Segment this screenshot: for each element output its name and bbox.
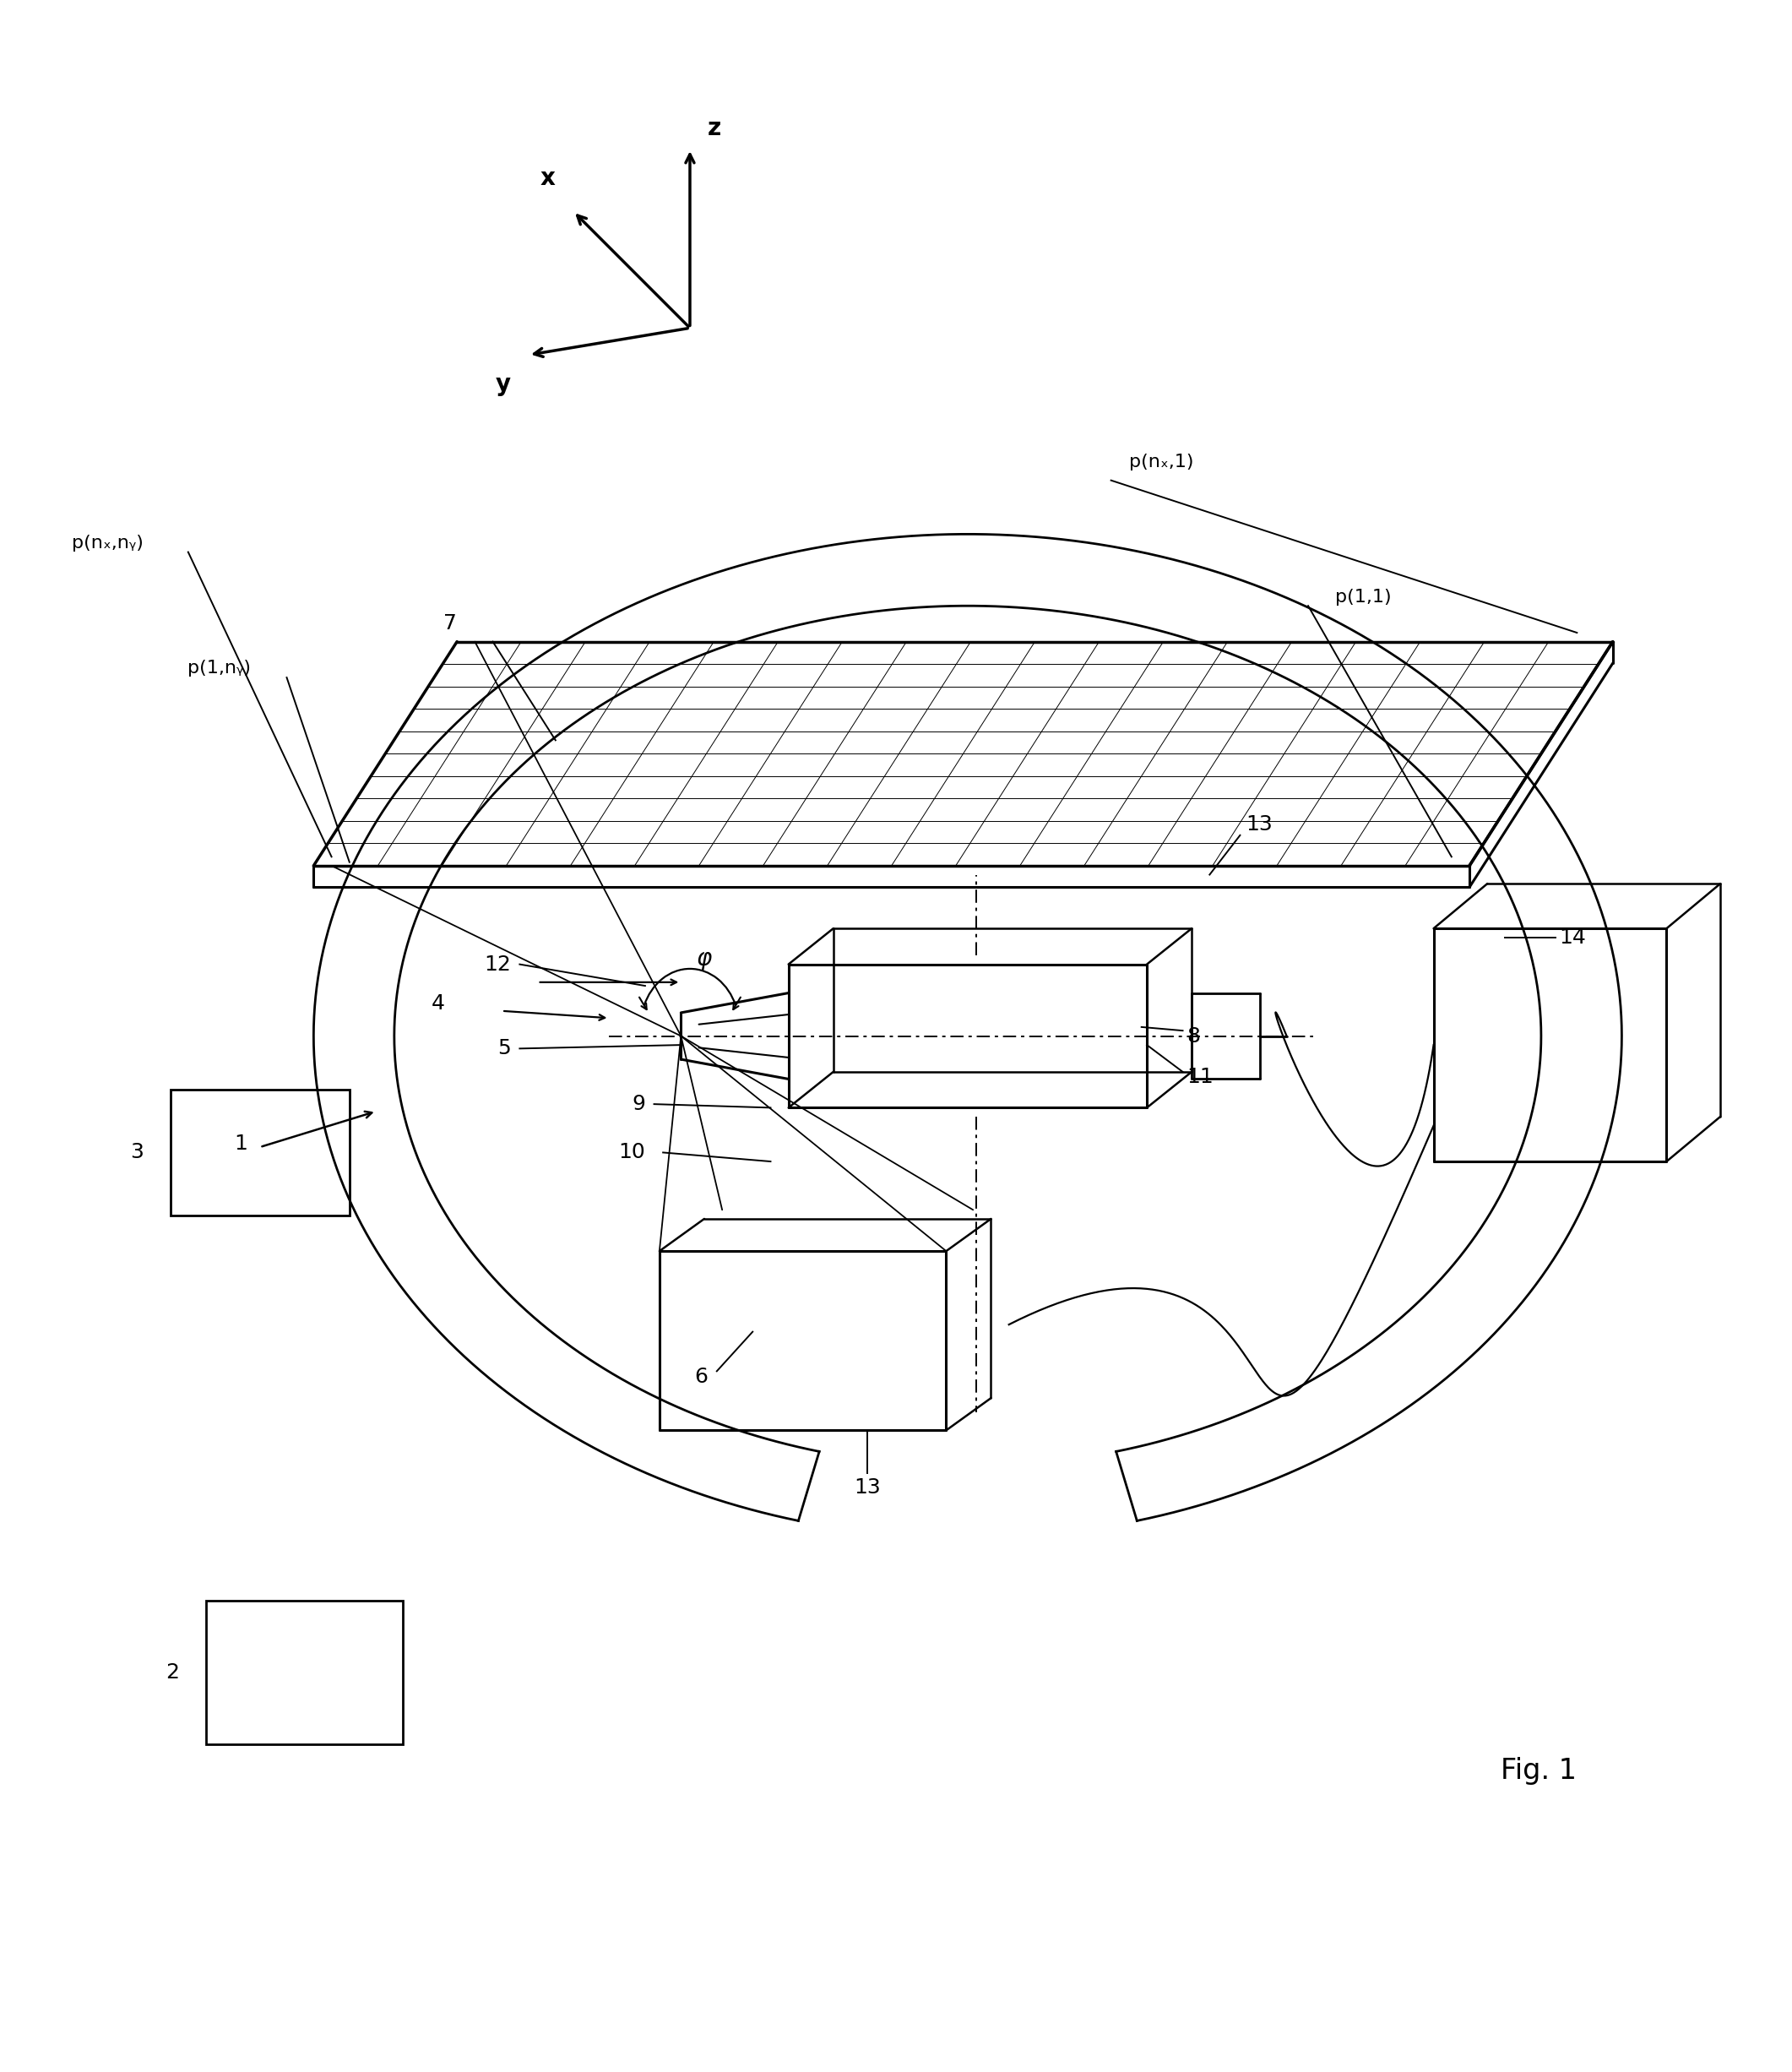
Text: x: x — [541, 166, 556, 191]
Text: 13: 13 — [1245, 814, 1272, 835]
Text: p(1,1): p(1,1) — [1335, 588, 1391, 605]
Text: 5: 5 — [498, 1038, 511, 1059]
Bar — [206, 1600, 403, 1745]
Text: 6: 6 — [694, 1365, 708, 1386]
Text: 4: 4 — [430, 995, 444, 1013]
Text: 10: 10 — [618, 1142, 645, 1162]
Bar — [170, 1090, 349, 1216]
Text: 2: 2 — [165, 1662, 179, 1682]
Text: 9: 9 — [633, 1094, 645, 1115]
Text: 1: 1 — [235, 1133, 247, 1154]
Text: p(nₓ,nᵧ): p(nₓ,nᵧ) — [72, 535, 143, 551]
Text: 12: 12 — [484, 955, 511, 974]
Text: 14: 14 — [1559, 928, 1586, 947]
Text: 7: 7 — [444, 613, 457, 634]
Text: Fig. 1: Fig. 1 — [1502, 1757, 1577, 1784]
Text: φ: φ — [697, 947, 711, 972]
Text: p(1,nᵧ): p(1,nᵧ) — [188, 661, 251, 678]
Text: y: y — [495, 373, 511, 396]
Text: 8: 8 — [1186, 1026, 1201, 1046]
Text: p(nₓ,1): p(nₓ,1) — [1129, 454, 1193, 470]
Text: 13: 13 — [855, 1477, 880, 1498]
Text: 3: 3 — [131, 1142, 143, 1162]
Text: z: z — [708, 116, 722, 139]
Text: 11: 11 — [1186, 1067, 1213, 1088]
